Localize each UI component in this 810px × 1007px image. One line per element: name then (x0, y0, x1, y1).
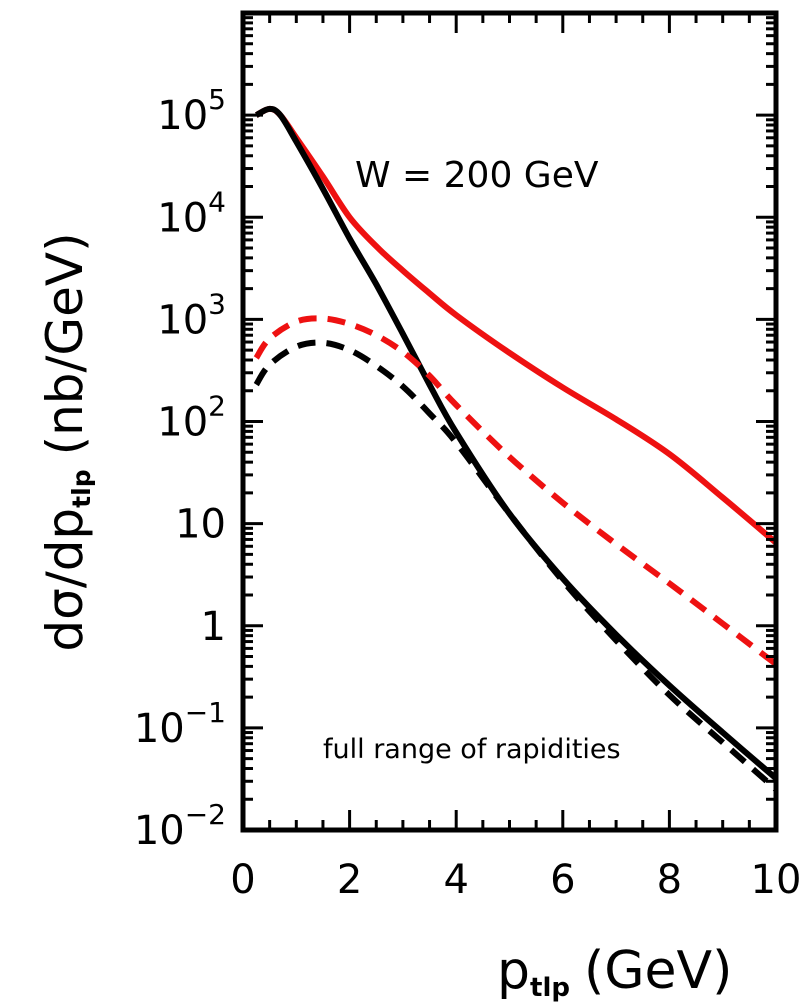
energy-annotation: W = 200 GeV (355, 155, 599, 196)
x-tick-labels: 0 2 4 6 8 10 (230, 857, 801, 903)
y-tick-label: 10 (175, 502, 226, 548)
y-tick-exponent: 4 (208, 185, 226, 218)
x-tick-label: 8 (657, 857, 682, 903)
series-line-3 (253, 315, 778, 667)
y-tick-base: 10 (157, 400, 208, 446)
x-axis-title-main: p (497, 941, 530, 1001)
y-tick-label: 103 (157, 287, 226, 343)
y-axis-title-main: dσ/dp (36, 508, 94, 652)
y-tick-base: 1 (201, 604, 226, 650)
y-tick-base: 10 (134, 706, 185, 752)
x-axis-title-unit: (GeV) (584, 941, 732, 1001)
x-tick-label: 4 (443, 857, 468, 903)
y-tick-exponent: 2 (208, 390, 226, 423)
curves-layer (253, 105, 778, 792)
y-tick-exponent: 3 (208, 287, 226, 320)
x-tick-label: 6 (550, 857, 575, 903)
y-axis-title: dσ/dptlp (nb/GeV) (36, 232, 96, 651)
y-tick-exponent: −2 (185, 798, 226, 831)
x-axis-title: ptlp (GeV) (497, 941, 732, 1003)
plot-frame (240, 10, 779, 833)
y-axis-title-unit: (nb/GeV) (36, 232, 94, 455)
x-tick-label: 2 (337, 857, 362, 903)
y-tick-base: 10 (157, 93, 208, 139)
x-axis-title-sub: tlp (530, 973, 570, 1003)
y-tick-label: 1 (201, 604, 226, 650)
x-tick-label: 0 (230, 857, 255, 903)
y-tick-label: 102 (157, 390, 226, 446)
y-tick-label: 10−2 (134, 798, 226, 854)
y-tick-base: 10 (134, 808, 185, 854)
y-tick-label: 104 (157, 185, 226, 241)
y-tick-label: 105 (157, 83, 226, 139)
range-annotation: full range of rapidities (323, 734, 621, 765)
y-tick-exponent: −1 (185, 696, 226, 729)
y-tick-label: 10−1 (134, 696, 226, 752)
y-axis-title-sub: tlp (67, 469, 96, 507)
series-line-2 (254, 105, 778, 781)
y-tick-base: 10 (157, 297, 208, 343)
x-tick-label: 10 (751, 857, 802, 903)
series-line-4 (253, 339, 778, 792)
y-tick-base: 10 (157, 195, 208, 241)
y-tick-exponent: 5 (208, 83, 226, 116)
y-tick-base: 10 (175, 502, 226, 548)
